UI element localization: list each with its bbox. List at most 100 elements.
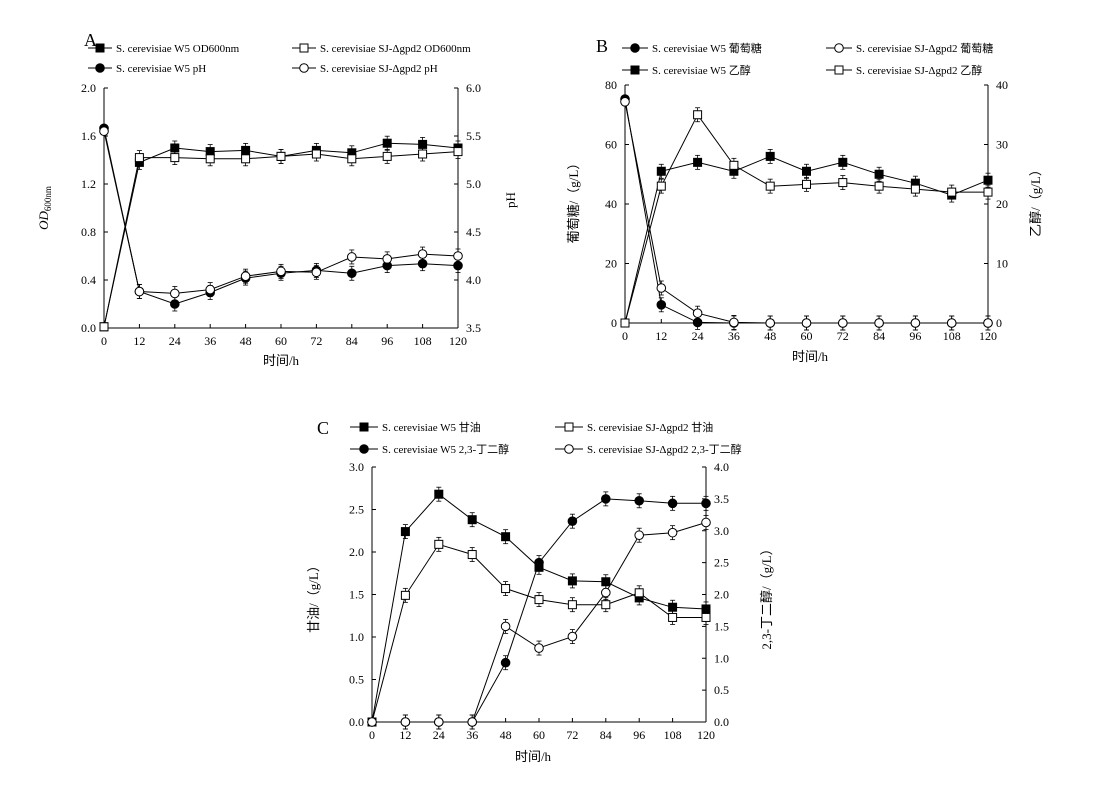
y-right-tick-label: 20 — [996, 197, 1008, 211]
data-point — [620, 318, 630, 328]
y-left-tick-label: 2.0 — [349, 545, 364, 559]
legend-label: S. cerevisiae SJ-Δgpd2 葡萄糖 — [856, 41, 993, 55]
x-tick-label: 12 — [655, 329, 667, 343]
y-left-tick-label: 3.0 — [349, 460, 364, 474]
data-point — [693, 157, 703, 167]
x-tick-label: 24 — [433, 728, 445, 742]
x-axis-label: 时间/h — [515, 749, 552, 764]
data-point — [347, 252, 357, 262]
data-point — [170, 299, 180, 309]
data-point — [656, 300, 667, 310]
legend-label: S. cerevisiae SJ-Δgpd2 pH — [320, 63, 438, 75]
data-point — [601, 600, 611, 610]
panel-a-chart: A 0 12 24 36 48 60 72 84 96 108 120 0.0 0.4 0.8 1.2 1.6 2… — [36, 30, 518, 368]
x-tick-label: 84 — [346, 334, 358, 348]
data-point — [500, 621, 511, 632]
data-point — [567, 600, 577, 610]
data-point — [434, 717, 444, 727]
data-point — [701, 498, 711, 509]
panel-label: A — [84, 30, 97, 50]
data-point — [802, 166, 811, 176]
data-point — [205, 154, 215, 164]
x-tick-label: 48 — [240, 334, 252, 348]
data-point — [910, 184, 920, 194]
data-point — [656, 283, 667, 293]
y-left-axis-label: 甘油/（g/L） — [306, 559, 321, 633]
data-point — [729, 317, 739, 328]
x-tick-label: 0 — [369, 728, 375, 742]
data-point — [701, 517, 711, 528]
x-tick-label: 60 — [533, 728, 545, 742]
y-left-tick-label: 0.4 — [81, 273, 96, 287]
data-point — [601, 577, 611, 587]
y-right-tick-label: 2.0 — [714, 588, 729, 602]
data-point — [99, 322, 109, 332]
data-point — [170, 153, 180, 163]
y-left-axis-label: OD600nm — [36, 186, 53, 230]
data-point — [634, 495, 645, 506]
x-tick-label: 48 — [764, 329, 776, 343]
data-point — [400, 590, 410, 600]
legend-label: S. cerevisiae W5 OD600nm — [116, 43, 240, 55]
data-point — [382, 138, 392, 148]
y-left-tick-label: 0.0 — [81, 321, 96, 335]
data-point — [240, 271, 251, 281]
data-point — [947, 187, 957, 197]
y-right-tick-label: 10 — [996, 257, 1008, 271]
data-point — [134, 153, 144, 163]
x-tick-label: 24 — [169, 334, 181, 348]
data-point — [874, 181, 884, 191]
data-point — [567, 631, 578, 642]
data-point — [467, 717, 478, 727]
data-point — [501, 584, 511, 594]
y-right-tick-label: 30 — [996, 138, 1008, 152]
data-point — [667, 498, 678, 509]
legend-marker — [564, 444, 574, 454]
data-point — [170, 288, 180, 299]
legend-marker — [834, 65, 844, 75]
x-tick-label: 12 — [133, 334, 145, 348]
y-left-tick-label: 1.0 — [349, 630, 364, 644]
panel-b-chart: B0 12 24 36 48 60 72 84 96 108 1200204060800102030… — [566, 36, 1043, 364]
data-point — [382, 151, 392, 161]
x-tick-label: 96 — [909, 329, 921, 343]
y-right-tick-label: 1.5 — [714, 619, 729, 633]
data-point — [838, 318, 848, 328]
y-left-tick-label: 80 — [605, 78, 617, 92]
y-right-tick-label: 40 — [996, 78, 1008, 92]
data-point — [241, 154, 251, 164]
legend-marker — [95, 63, 105, 73]
x-tick-label: 24 — [692, 329, 704, 343]
data-point — [874, 169, 884, 179]
legend-label: S. cerevisiae SJ-Δgpd2 OD600nm — [320, 43, 471, 55]
y-left-tick-label: 0.5 — [349, 673, 364, 687]
legend-marker — [299, 63, 309, 73]
y-right-tick-label: 0.0 — [714, 715, 729, 729]
y-right-tick-label: 0.5 — [714, 683, 729, 697]
x-tick-label: 0 — [622, 329, 628, 343]
legend-label: S. cerevisiae W5 葡萄糖 — [652, 41, 762, 55]
data-point — [205, 284, 215, 295]
data-point — [946, 318, 957, 328]
data-point — [276, 151, 286, 161]
x-axis-label: 时间/h — [792, 349, 829, 364]
data-point — [467, 515, 477, 525]
y-right-tick-label: 4.5 — [466, 225, 481, 239]
y-left-tick-label: 2.0 — [81, 81, 96, 95]
x-tick-label: 60 — [801, 329, 813, 343]
x-tick-label: 48 — [500, 728, 512, 742]
data-point — [729, 160, 739, 170]
data-point — [367, 717, 377, 727]
x-tick-label: 84 — [873, 329, 885, 343]
x-tick-label: 60 — [275, 334, 287, 348]
y-left-tick-label: 1.5 — [349, 588, 364, 602]
y-left-tick-label: 0.0 — [349, 715, 364, 729]
legend-label: S. cerevisiae W5 2,3-丁二醇 — [382, 442, 509, 456]
y-left-tick-label: 0 — [611, 316, 617, 330]
legend-label: S. cerevisiae W5 乙醇 — [652, 63, 751, 77]
data-point — [983, 187, 993, 197]
data-point — [567, 516, 578, 526]
data-point — [347, 268, 357, 279]
legend-label: S. cerevisiae SJ-Δgpd2 甘油 — [587, 420, 713, 434]
